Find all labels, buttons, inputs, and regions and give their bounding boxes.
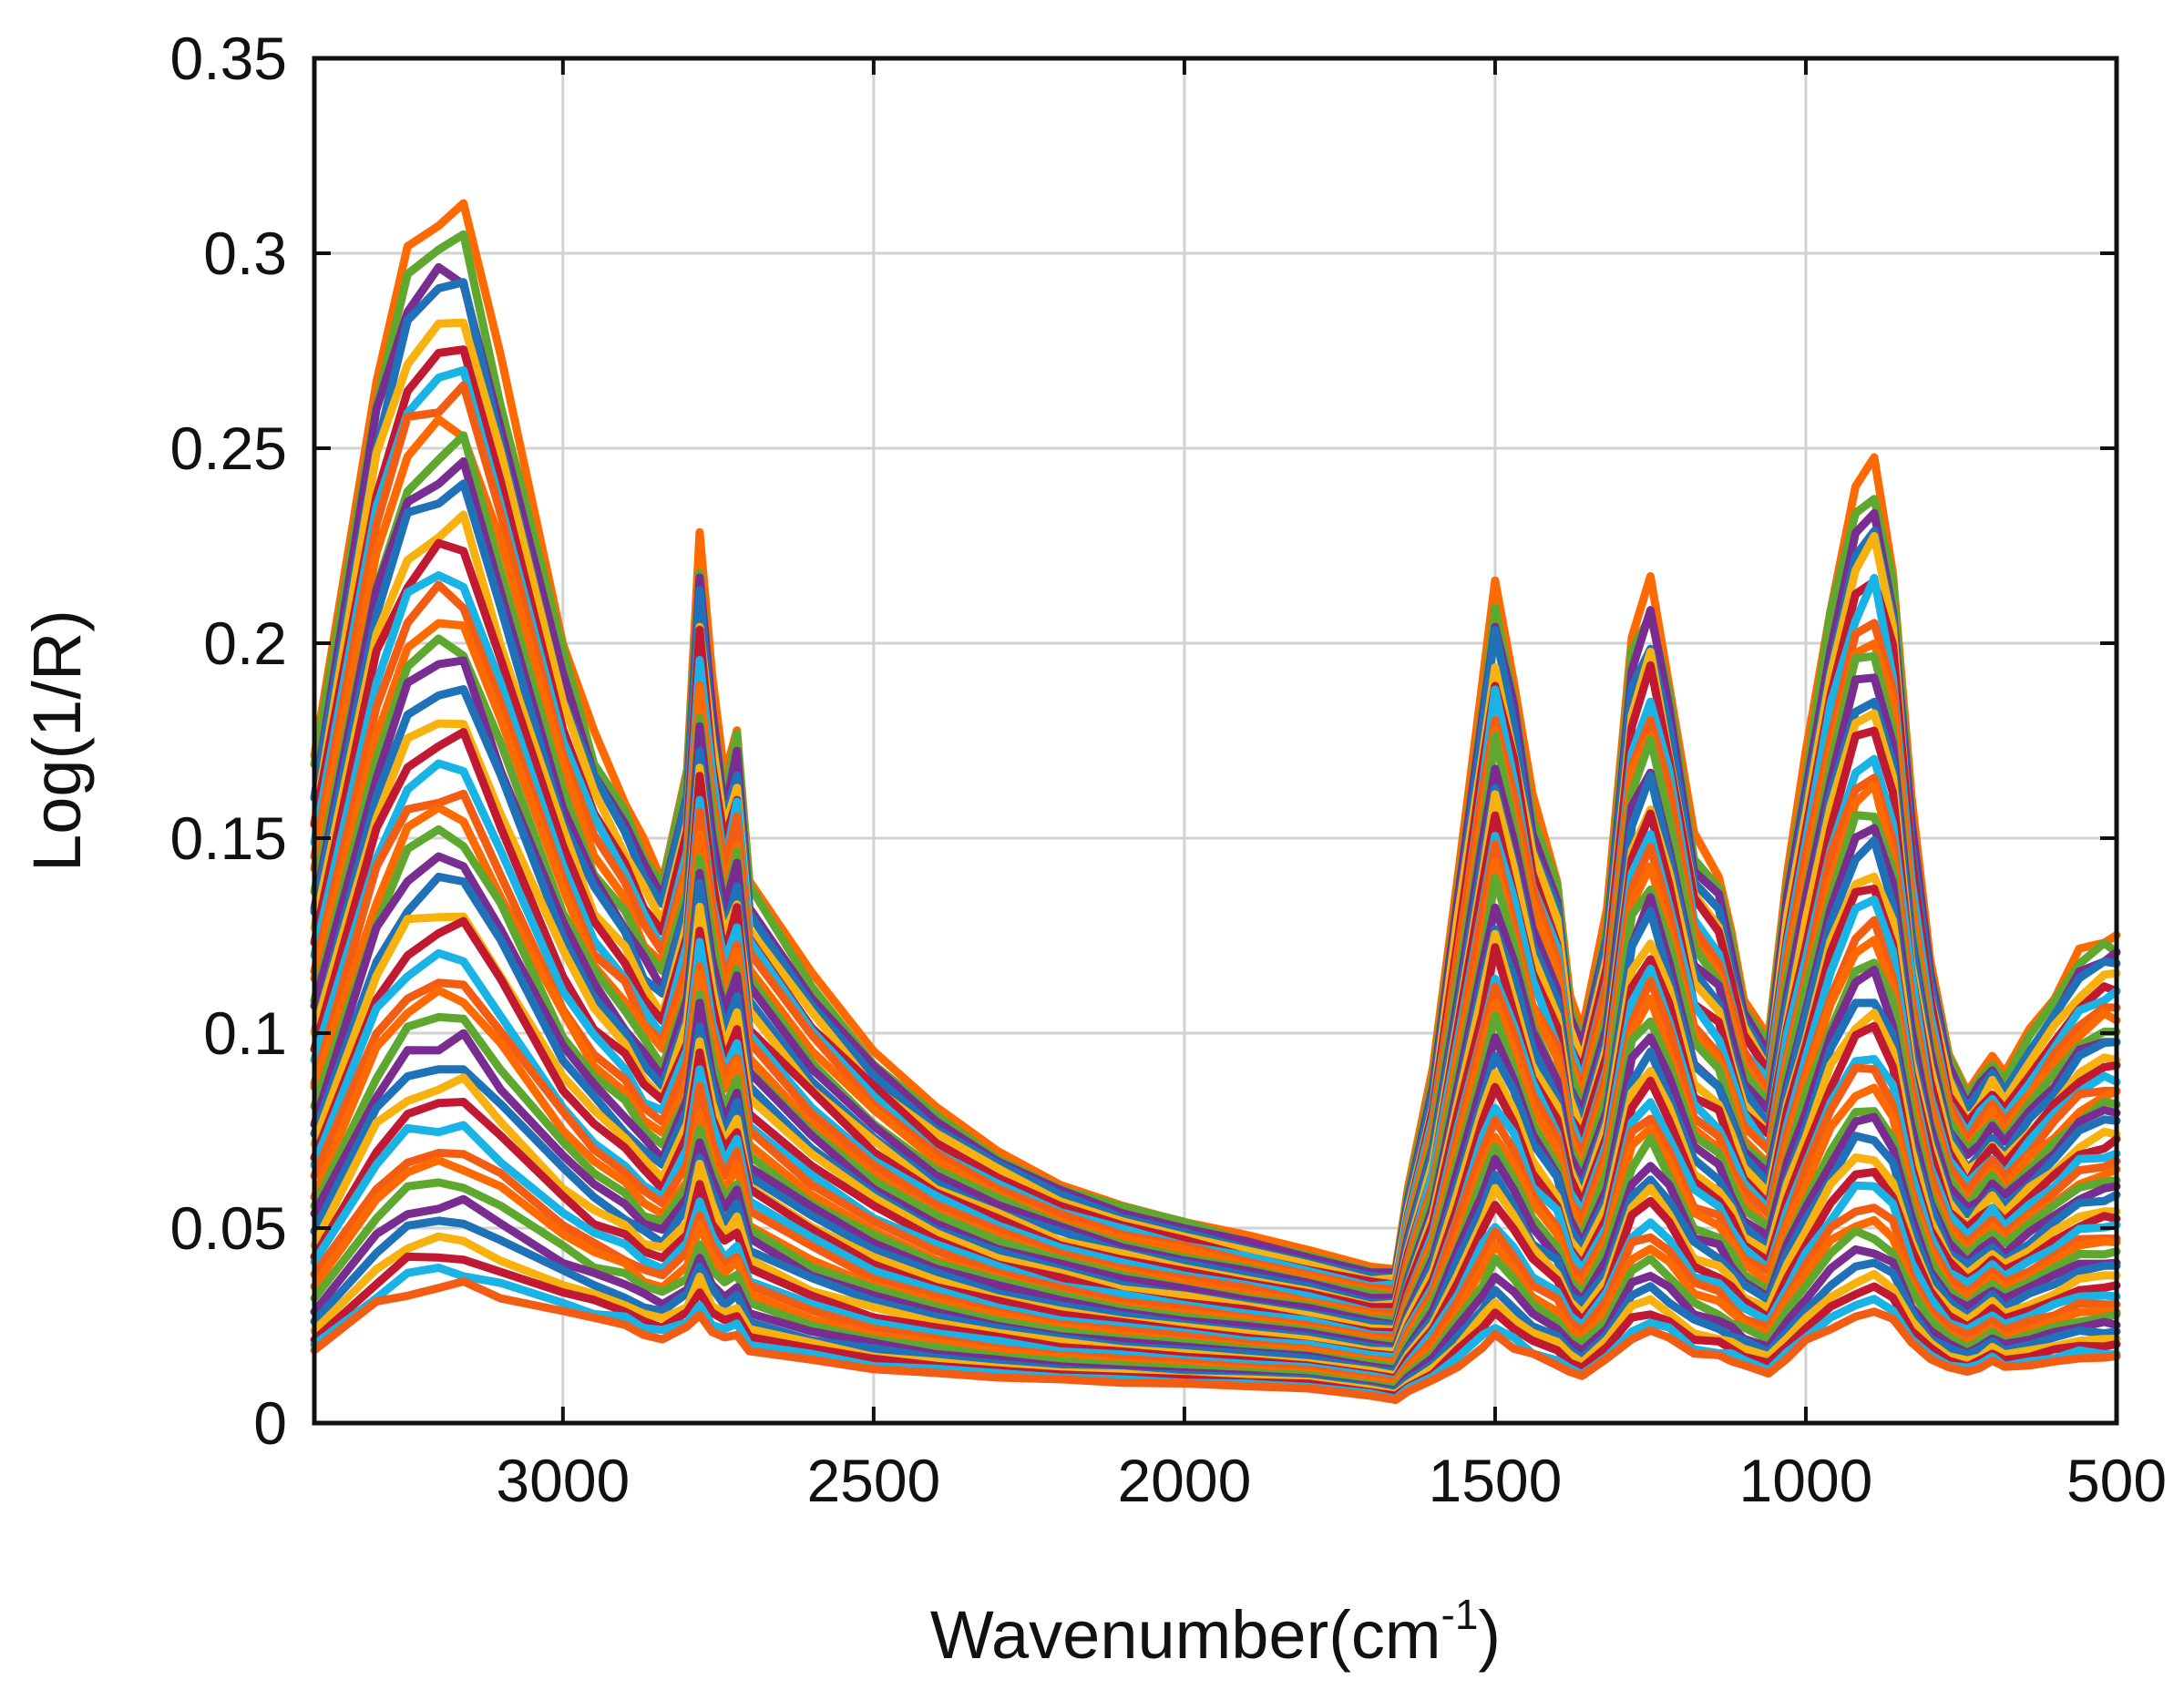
y-tick-label: 0.1 <box>203 999 287 1067</box>
x-tick-label: 1500 <box>1429 1447 1563 1514</box>
x-axis-title-superscript: -1 <box>1441 1591 1479 1638</box>
spectrum-line <box>310 1232 2121 1398</box>
x-tick-label: 500 <box>2066 1447 2167 1514</box>
x-tick-label: 3000 <box>496 1447 630 1514</box>
spectrum-line <box>310 912 2121 1357</box>
spectrum-line <box>310 1252 2121 1400</box>
x-axis-title-suffix: ) <box>1478 1597 1501 1673</box>
y-tick-label: 0 <box>253 1389 287 1457</box>
x-tick-label: 2000 <box>1117 1447 1251 1514</box>
tick-labels-layer: 3000 2500 2000 1500 1000 500 0 0.05 0.1 0.15 0.2 0.… <box>170 25 2168 1514</box>
x-tick-label: 2500 <box>806 1447 940 1514</box>
spectrum-line <box>310 1098 2121 1383</box>
y-tick-label: 0.05 <box>170 1194 287 1262</box>
ticks-layer <box>314 56 2118 1425</box>
y-tick-label: 0.35 <box>170 25 287 92</box>
y-tick-label: 0.25 <box>170 415 287 482</box>
x-axis-title: Wavenumber(cm-1) <box>930 1591 1501 1673</box>
x-tick-label: 1000 <box>1739 1447 1873 1514</box>
plot-frame <box>312 56 2119 1426</box>
y-axis-title: Log(1/R) <box>19 609 95 872</box>
x-axis-title-main: Wavenumber(cm <box>930 1597 1441 1673</box>
spectrum-line <box>310 1121 2121 1385</box>
spectrum-line <box>310 1277 2121 1405</box>
y-tick-label: 0.3 <box>203 220 287 287</box>
spectrum-line <box>310 1178 2121 1392</box>
y-tick-label: 0.15 <box>170 804 287 872</box>
spectrum-line <box>310 948 2121 1362</box>
y-tick-label: 0.2 <box>203 609 287 677</box>
spectrum-line <box>310 1065 2121 1376</box>
spectrum-line <box>310 1216 2121 1397</box>
series-layer <box>310 199 2121 1405</box>
